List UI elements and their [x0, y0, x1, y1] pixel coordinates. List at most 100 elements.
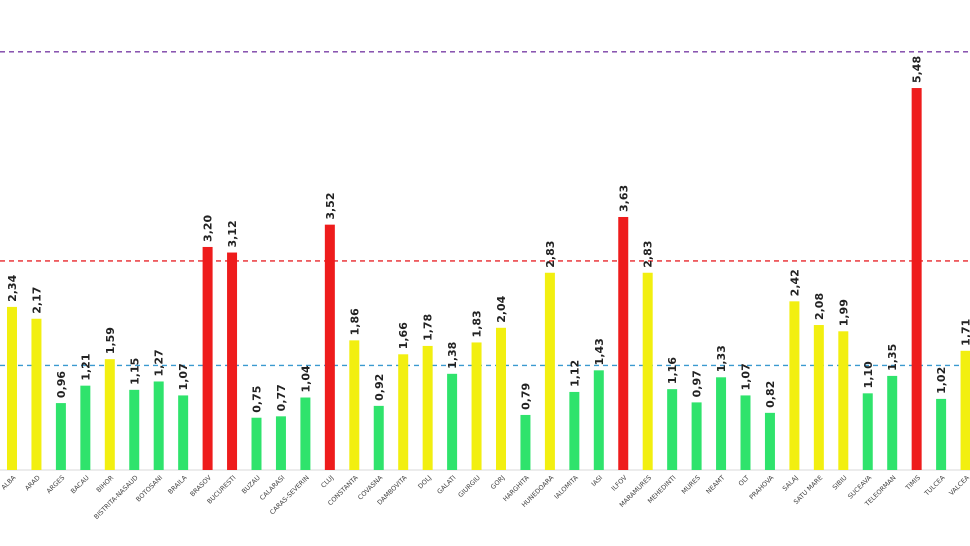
value-label: 1,07 [177, 363, 190, 390]
value-label: 0,92 [373, 374, 386, 401]
bar-olt [740, 395, 751, 470]
bar-maramures [642, 272, 653, 470]
bar-neamt [716, 377, 727, 470]
value-label: 3,20 [202, 214, 215, 241]
category-label: BOTOSANI [134, 474, 164, 504]
category-label: GALATI [436, 474, 458, 496]
category-label: ALBA [0, 473, 18, 491]
value-label: 1,16 [666, 357, 679, 384]
bar-salaj [789, 301, 800, 470]
bar-tulcea [936, 398, 947, 470]
value-label: 2,17 [30, 287, 43, 314]
bar-alba [7, 306, 17, 470]
value-label: 2,04 [495, 295, 508, 322]
category-label: MURES [680, 474, 702, 496]
bar-prahova [764, 412, 775, 470]
bar-cluj [324, 224, 335, 470]
value-label: 2,08 [813, 293, 826, 320]
category-label: SALAJ [781, 474, 800, 493]
category-label: GIURGIU [457, 474, 483, 500]
bar-bistrita-nasaud [129, 389, 140, 470]
category-label: TIMIS [903, 474, 922, 493]
category-label: IALOMITA [553, 473, 580, 500]
bar-iasi [593, 370, 604, 470]
category-label: IASI [590, 474, 604, 488]
category-label: ARGES [45, 474, 66, 495]
value-label: 1,78 [422, 314, 435, 341]
value-label: 0,75 [251, 386, 264, 413]
bar-covasna [373, 405, 384, 470]
category-label: SIBIU [831, 474, 849, 492]
category-label: OLT [737, 474, 751, 488]
value-label: 1,83 [471, 310, 484, 337]
bar-buzau [251, 417, 262, 470]
category-label: TULCEA [922, 473, 947, 498]
bar-dolj [422, 345, 433, 470]
bar-bihor [104, 359, 115, 470]
bar-gorj [496, 327, 506, 470]
bar-valcea [960, 350, 970, 470]
bar-sibiu [838, 331, 849, 470]
value-label: 2,34 [6, 274, 19, 301]
bar-bucuresti [227, 252, 238, 470]
category-label: PRAHOVA [748, 473, 776, 501]
value-label: 1,99 [837, 299, 850, 326]
bar-bacau [80, 385, 91, 470]
bar-giurgiu [471, 342, 482, 470]
value-label: 2,42 [788, 269, 801, 296]
value-label: 0,96 [55, 371, 68, 398]
bar-harghita [520, 414, 531, 470]
value-label: 1,33 [715, 345, 728, 372]
bar-arad [31, 318, 42, 470]
value-label: 1,86 [348, 308, 361, 335]
bar-teleorman [887, 375, 898, 470]
category-label: BISTRITA-NASAUD [92, 474, 139, 521]
value-label: 1,12 [568, 360, 581, 387]
category-label: BIHOR [95, 473, 116, 494]
value-label: 1,15 [128, 358, 141, 385]
category-label: BRAILA [166, 473, 189, 496]
value-label: 2,83 [642, 241, 655, 268]
value-label: 0,77 [275, 384, 288, 411]
value-label: 3,63 [617, 185, 630, 212]
bar-calarasi [275, 416, 286, 470]
value-label: 3,52 [324, 193, 337, 220]
bar-arges [55, 403, 66, 470]
value-label: 1,04 [299, 365, 312, 392]
value-label: 0,82 [764, 381, 777, 408]
bar-hunedoara [544, 272, 555, 470]
bar-galati [447, 373, 458, 470]
value-label: 1,10 [862, 361, 875, 388]
value-label: 1,02 [935, 367, 948, 394]
value-label: 3,12 [226, 220, 239, 247]
value-label: 1,66 [397, 322, 410, 349]
value-label: 1,71 [960, 319, 970, 346]
bar-botosani [153, 381, 164, 470]
value-label: 1,59 [104, 327, 117, 354]
bar-timis [911, 88, 922, 470]
bar-ialomita [569, 391, 580, 470]
bar-caras-severin [300, 397, 311, 470]
bar-braila [178, 395, 189, 470]
value-label: 0,79 [519, 383, 532, 410]
bar-brasov [202, 246, 213, 470]
value-label: 0,97 [691, 370, 704, 397]
category-label: ILFOV [610, 473, 629, 492]
category-label: BACAU [69, 474, 91, 496]
bar-constanta [349, 340, 360, 470]
value-label: 1,38 [446, 342, 459, 369]
category-label: NEAMT [705, 474, 727, 496]
value-label: 2,83 [544, 241, 557, 268]
value-label: 1,21 [79, 354, 92, 381]
bar-mures [691, 402, 702, 470]
category-label: DOLJ [416, 474, 433, 491]
category-label: GORJ [489, 474, 506, 491]
bar-ilfov [618, 216, 629, 470]
value-label: 1,07 [740, 363, 753, 390]
bar-dambovita [398, 354, 409, 470]
category-label: BUZAU [240, 474, 262, 496]
value-label: 1,43 [593, 338, 606, 365]
value-label: 1,35 [886, 344, 899, 371]
category-label: ARAD [23, 474, 41, 492]
bar-suceava [862, 393, 873, 470]
